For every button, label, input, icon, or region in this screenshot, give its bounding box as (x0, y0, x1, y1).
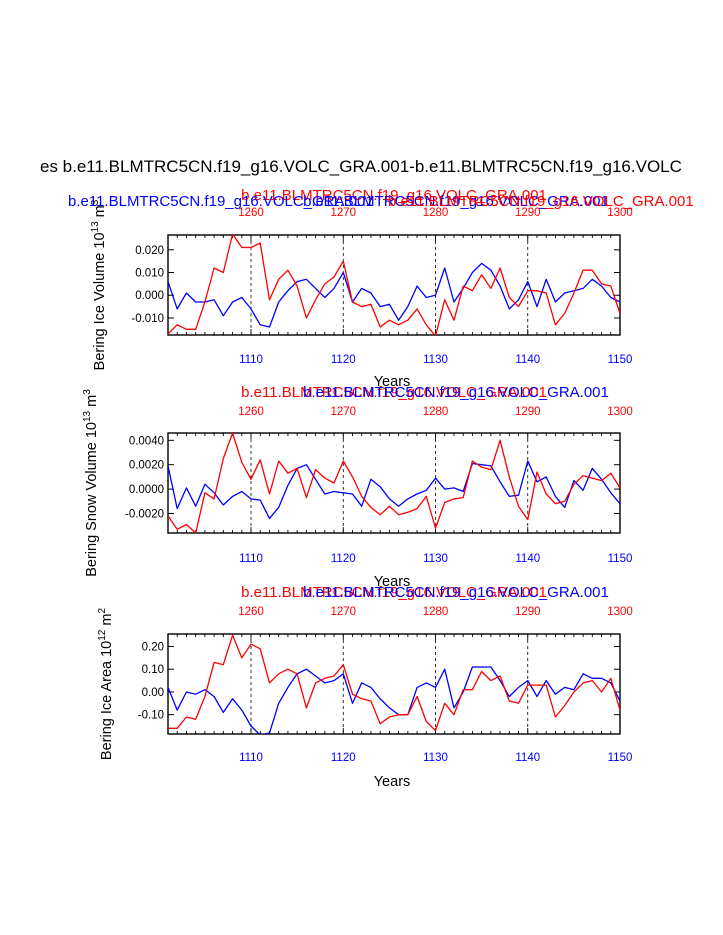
series-line-blue (168, 262, 620, 328)
y-axis-unit-exponent: 2 (97, 608, 108, 614)
y-axis-label-text: Bering Ice Area 10 (99, 641, 115, 760)
y-tick-label: 0.0020 (129, 460, 164, 472)
bottom-tick-label: 1150 (608, 752, 633, 764)
series-line-blue (168, 460, 620, 520)
y-tick-label: -0.0020 (125, 508, 164, 520)
bottom-tick-label: 1150 (608, 553, 633, 565)
panel-subtitle-red-long: b.e11.BLMTRC5CN.f19_g16.VOLC_GRA.001 (388, 193, 694, 210)
chart-panel-3: b.e11.BLMTRC5CN.f19_g16.VOLC_GRA.001b.e1… (97, 584, 633, 790)
chart-panel-2: b.e11.BLMTRC5CN.f19_g16.VOLC_GRA.001b.e1… (82, 384, 633, 590)
top-tick-label: 1280 (423, 606, 449, 618)
panel-subtitle-red: b.e11.BLMTRC5CN.f19_g16.VOLC_GRA.001 (241, 187, 547, 204)
x-axis-label: Years (374, 574, 411, 590)
y-axis-label: Bering Ice Area 1012 m2 (97, 608, 115, 761)
top-tick-label: 1260 (238, 207, 264, 219)
y-tick-label: 0.0000 (129, 484, 164, 496)
top-tick-label: 1260 (238, 606, 264, 618)
y-tick-label: 0.020 (135, 245, 164, 257)
bottom-tick-label: 1150 (608, 354, 633, 366)
y-tick-label: -0.10 (138, 710, 164, 722)
bottom-tick-label: 1120 (331, 354, 356, 366)
series-line-red (168, 634, 620, 732)
bottom-tick-label: 1130 (423, 752, 448, 764)
bottom-tick-label: 1110 (239, 752, 263, 764)
y-axis-unit: m (84, 395, 100, 411)
plot-frame (167, 633, 621, 735)
y-tick-label: 0.010 (135, 268, 164, 280)
x-axis-label: Years (374, 374, 411, 390)
y-axis-exponent: 12 (97, 629, 108, 641)
panel-subtitle-red: b.e11.BLMTRC5CN.f19_g16.VOLC_GRA.001 (241, 384, 547, 401)
top-tick-label: 1300 (607, 606, 633, 618)
panel-subtitle-blue-long: b.e11.BLMTRC5CN.f19_g16.VOLC_GRA.001 (68, 193, 374, 210)
panel-subtitle-blue: b.e11.BLMTRC5CN.f19_g16.VOLC_GRA.001 (303, 584, 609, 601)
top-tick-label: 1280 (423, 207, 449, 219)
plot-frame (167, 432, 621, 534)
y-axis-unit-exponent: 3 (90, 199, 101, 205)
y-tick-label: 0.000 (135, 290, 164, 302)
y-axis-label: Bering Ice Volume 1013 m3 (90, 199, 108, 370)
y-tick-label: -0.010 (131, 313, 164, 325)
bottom-tick-label: 1140 (515, 752, 540, 764)
y-axis-unit-exponent: 3 (82, 389, 93, 395)
bottom-tick-label: 1130 (423, 553, 448, 565)
top-tick-label: 1270 (330, 406, 356, 418)
panel-subtitle-blue: b.e11.BLMTRC5CN.f19_g16.VOLC_GRA.001 (303, 193, 609, 210)
series-line-blue (168, 666, 620, 734)
y-axis-label-text: Bering Snow Volume 10 (84, 422, 100, 577)
y-tick-label: 0.20 (142, 642, 164, 654)
top-tick-label: 1290 (515, 406, 541, 418)
plot-frame (167, 234, 621, 336)
chart-panel-1: b.e11.BLMTRC5CN.f19_g16.VOLC_GRA.001b.e1… (68, 187, 694, 390)
y-axis-label: Bering Snow Volume 1013 m3 (82, 389, 100, 577)
y-tick-label: 0.10 (142, 664, 164, 676)
panel-subtitle-red: b.e11.BLMTRC5CN.f19_g16.VOLC_GRA.001 (241, 584, 547, 601)
top-tick-label: 1290 (515, 207, 541, 219)
page-title: es b.e11.BLMTRC5CN.f19_g16.VOLC_GRA.001-… (40, 157, 682, 176)
y-axis-label-text: Bering Ice Volume 10 (92, 232, 108, 370)
y-axis-unit: m (92, 205, 108, 221)
bottom-tick-label: 1120 (331, 553, 356, 565)
top-tick-label: 1270 (330, 606, 356, 618)
panel-subtitle-blue: b.e11.BLMTRC5CN.f19_g16.VOLC_GRA.001 (303, 384, 609, 401)
top-tick-label: 1300 (607, 406, 633, 418)
bottom-tick-label: 1110 (239, 354, 263, 366)
y-axis-exponent: 13 (90, 221, 101, 233)
bottom-tick-label: 1120 (331, 752, 356, 764)
x-axis-label: Years (374, 774, 411, 790)
top-tick-label: 1300 (607, 207, 633, 219)
bottom-tick-label: 1110 (239, 553, 263, 565)
y-axis-exponent: 13 (82, 410, 93, 422)
y-tick-label: 0.00 (142, 687, 164, 699)
bottom-tick-label: 1140 (515, 553, 540, 565)
bottom-tick-label: 1140 (515, 354, 540, 366)
y-tick-label: 0.0040 (129, 435, 164, 447)
bottom-tick-label: 1130 (423, 354, 448, 366)
series-line-red (168, 433, 620, 533)
y-axis-unit: m (99, 614, 115, 630)
top-tick-label: 1280 (423, 406, 449, 418)
top-tick-label: 1290 (515, 606, 541, 618)
top-tick-label: 1270 (330, 207, 356, 219)
series-line-red (168, 235, 620, 335)
top-tick-label: 1260 (238, 406, 264, 418)
